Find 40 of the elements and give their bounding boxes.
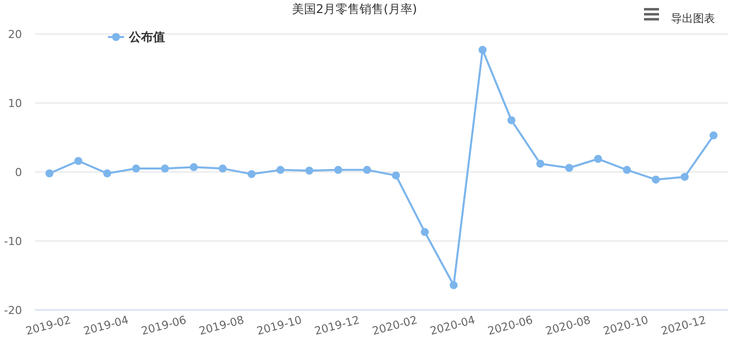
point (420, 228, 429, 236)
y-tick-label: 10 (8, 97, 22, 110)
x-tick-label: 2019-10 (255, 313, 304, 338)
point (652, 176, 660, 184)
chart-title: 美国2月零售销售(月率) (292, 2, 417, 16)
point (74, 156, 82, 165)
point (536, 160, 544, 168)
point (248, 170, 256, 178)
point (392, 171, 400, 180)
point (305, 166, 314, 175)
point (190, 163, 198, 172)
y-tick-label: 0 (15, 166, 22, 179)
point (45, 169, 54, 178)
x-tick-label: 2020-08 (544, 313, 592, 338)
point (680, 172, 689, 181)
point (565, 164, 574, 172)
point (103, 169, 112, 178)
text: 导出图表 (671, 12, 715, 25)
point (363, 166, 372, 174)
x-tick-label: 2020-10 (602, 313, 650, 338)
point (594, 154, 602, 163)
point (132, 164, 140, 173)
point (276, 166, 284, 174)
x-tick-label: 2019-08 (198, 313, 246, 338)
point (218, 164, 227, 173)
x-tick-label: 2020-12 (660, 313, 708, 338)
y-tick-label: -20 (4, 304, 22, 317)
point (507, 116, 516, 124)
y-tick-label: -10 (4, 235, 22, 248)
x-tick-label: 2020-02 (370, 313, 419, 338)
x-tick-label: 2019-12 (313, 313, 361, 338)
y-tick-label: 20 (8, 28, 22, 41)
point (478, 46, 487, 54)
x-tick-label: 2019-02 (24, 313, 72, 338)
point (334, 166, 342, 174)
point (160, 164, 169, 173)
point (622, 166, 631, 174)
point (450, 281, 458, 290)
point (710, 131, 718, 140)
legend-label: 公布值 (128, 30, 165, 44)
